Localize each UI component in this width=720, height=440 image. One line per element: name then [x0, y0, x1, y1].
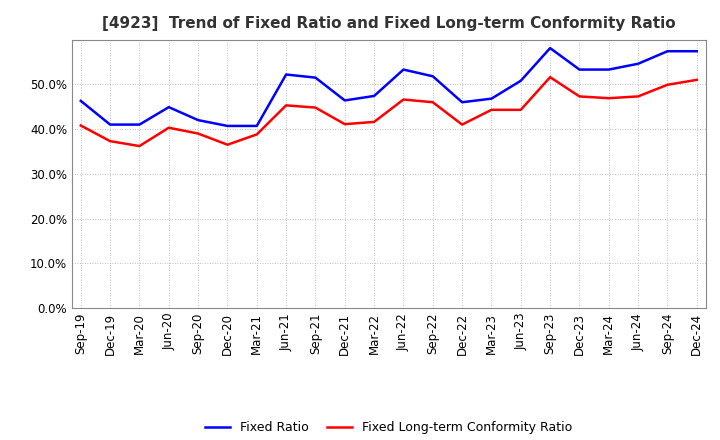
Fixed Ratio [634, 61, 642, 66]
Fixed Ratio [663, 48, 672, 54]
Fixed Ratio [194, 117, 202, 123]
Fixed Ratio [253, 123, 261, 128]
Fixed Ratio [516, 78, 525, 84]
Title: [4923]  Trend of Fixed Ratio and Fixed Long-term Conformity Ratio: [4923] Trend of Fixed Ratio and Fixed Lo… [102, 16, 675, 32]
Fixed Long-term Conformity Ratio [76, 123, 85, 128]
Fixed Ratio [341, 98, 349, 103]
Fixed Ratio [605, 67, 613, 72]
Fixed Long-term Conformity Ratio [546, 74, 554, 80]
Fixed Ratio [546, 45, 554, 51]
Fixed Long-term Conformity Ratio [663, 82, 672, 88]
Fixed Long-term Conformity Ratio [223, 142, 232, 147]
Fixed Ratio [399, 67, 408, 72]
Fixed Long-term Conformity Ratio [253, 132, 261, 137]
Line: Fixed Long-term Conformity Ratio: Fixed Long-term Conformity Ratio [81, 77, 697, 146]
Fixed Long-term Conformity Ratio [282, 103, 290, 108]
Fixed Long-term Conformity Ratio [516, 107, 525, 113]
Fixed Long-term Conformity Ratio [164, 125, 173, 130]
Fixed Ratio [282, 72, 290, 77]
Fixed Long-term Conformity Ratio [341, 121, 349, 127]
Fixed Ratio [76, 98, 85, 103]
Fixed Ratio [370, 93, 379, 99]
Fixed Ratio [223, 123, 232, 128]
Line: Fixed Ratio: Fixed Ratio [81, 48, 697, 126]
Fixed Long-term Conformity Ratio [605, 95, 613, 101]
Fixed Ratio [311, 75, 320, 80]
Fixed Ratio [164, 105, 173, 110]
Fixed Ratio [487, 96, 496, 101]
Fixed Long-term Conformity Ratio [106, 139, 114, 144]
Fixed Long-term Conformity Ratio [693, 77, 701, 82]
Fixed Long-term Conformity Ratio [399, 97, 408, 102]
Fixed Ratio [135, 122, 144, 127]
Fixed Ratio [428, 73, 437, 79]
Fixed Long-term Conformity Ratio [370, 119, 379, 125]
Legend: Fixed Ratio, Fixed Long-term Conformity Ratio: Fixed Ratio, Fixed Long-term Conformity … [200, 416, 577, 439]
Fixed Long-term Conformity Ratio [487, 107, 496, 113]
Fixed Long-term Conformity Ratio [458, 122, 467, 127]
Fixed Long-term Conformity Ratio [428, 99, 437, 105]
Fixed Ratio [693, 48, 701, 54]
Fixed Long-term Conformity Ratio [311, 105, 320, 110]
Fixed Ratio [106, 122, 114, 127]
Fixed Long-term Conformity Ratio [135, 143, 144, 149]
Fixed Ratio [575, 67, 584, 72]
Fixed Long-term Conformity Ratio [575, 94, 584, 99]
Fixed Long-term Conformity Ratio [194, 131, 202, 136]
Fixed Long-term Conformity Ratio [634, 94, 642, 99]
Fixed Ratio [458, 99, 467, 105]
